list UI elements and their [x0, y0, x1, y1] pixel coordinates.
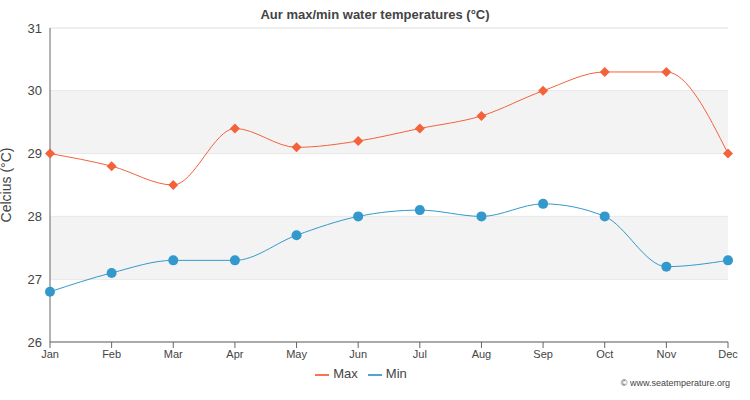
html-text:© www.seatemperature.org: © www.seatemperature.org — [620, 378, 730, 388]
svg-text:29: 29 — [28, 146, 42, 161]
svg-text:Jan: Jan — [41, 348, 59, 360]
svg-text:Feb: Feb — [102, 348, 121, 360]
svg-text:Mar: Mar — [164, 348, 183, 360]
html-text:Max: Max — [333, 366, 358, 381]
svg-text:30: 30 — [28, 83, 42, 98]
svg-text:Jul: Jul — [413, 348, 427, 360]
svg-text:Apr: Apr — [226, 348, 243, 360]
html-text:Aur max/min water temperatures: Aur max/min water temperatures (°C) — [260, 7, 490, 22]
svg-text:May: May — [286, 348, 307, 360]
svg-text:Aug: Aug — [472, 348, 492, 360]
svg-text:Jun: Jun — [349, 348, 367, 360]
svg-text:Oct: Oct — [596, 348, 613, 360]
svg-text:28: 28 — [28, 209, 42, 224]
svg-text:Sep: Sep — [533, 348, 553, 360]
svg-text:Celcius (°C): Celcius (°C) — [8, 148, 14, 223]
html-text:Min: Min — [385, 366, 407, 381]
svg-text:27: 27 — [28, 272, 42, 287]
svg-text:31: 31 — [28, 21, 42, 36]
svg-text:Dec: Dec — [718, 348, 738, 360]
svg-text:26: 26 — [28, 335, 42, 350]
svg-text:Nov: Nov — [657, 348, 677, 360]
